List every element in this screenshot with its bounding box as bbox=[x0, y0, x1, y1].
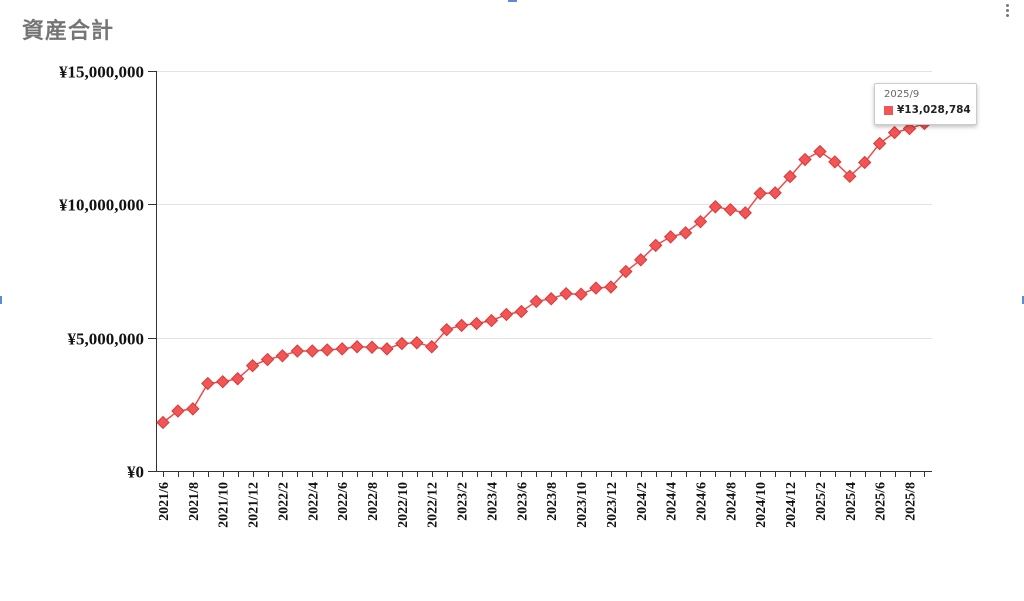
x-tick-label: 2022/4 bbox=[306, 482, 321, 521]
data-point bbox=[425, 340, 439, 354]
data-point bbox=[813, 144, 827, 159]
data-point bbox=[230, 372, 245, 386]
tooltip-value: ¥13,028,784 bbox=[897, 104, 971, 116]
data-point bbox=[469, 316, 484, 331]
frame-left-marker bbox=[0, 296, 2, 304]
data-point bbox=[305, 344, 320, 358]
x-tick-label: 2021/10 bbox=[217, 482, 232, 528]
data-point bbox=[768, 186, 782, 200]
grid-lines bbox=[148, 71, 932, 472]
data-point bbox=[290, 344, 305, 358]
tooltip-series-swatch bbox=[884, 106, 893, 115]
data-point bbox=[559, 286, 573, 301]
data-point bbox=[186, 402, 200, 416]
data-point bbox=[439, 322, 454, 337]
x-tick-label: 2022/6 bbox=[336, 482, 351, 521]
data-point bbox=[693, 214, 708, 229]
data-point bbox=[380, 342, 394, 356]
data-point bbox=[783, 169, 797, 184]
x-tick-label: 2025/2 bbox=[814, 482, 829, 521]
x-tick-label: 2021/8 bbox=[187, 482, 202, 521]
data-point bbox=[798, 152, 812, 167]
y-tick-label: ¥0 bbox=[127, 463, 144, 482]
y-tick-label: ¥5,000,000 bbox=[68, 330, 145, 349]
data-point bbox=[245, 358, 260, 373]
x-tick-label: 2023/6 bbox=[515, 482, 530, 521]
x-tick-label: 2024/10 bbox=[754, 482, 769, 528]
x-tick-label: 2021/6 bbox=[157, 482, 172, 521]
data-point bbox=[828, 155, 842, 169]
chart-title: 資産合計 bbox=[22, 19, 115, 44]
data-point bbox=[320, 343, 334, 357]
data-point bbox=[216, 374, 230, 389]
frame-right-marker bbox=[1022, 296, 1024, 304]
x-tick-label: 2025/4 bbox=[844, 482, 859, 521]
x-axis-ticks: 2021/6 2021/8 2021/10 2021/12 2022/2 2022/4 20… bbox=[157, 471, 925, 528]
data-point bbox=[395, 336, 409, 351]
x-tick-label: 2023/8 bbox=[545, 482, 560, 521]
x-tick-label: 2025/8 bbox=[904, 482, 919, 521]
data-point bbox=[544, 292, 558, 306]
y-axis-ticks: ¥0 ¥5,000,000 ¥10,000,000 ¥15,000,000 bbox=[59, 63, 144, 482]
data-point bbox=[738, 206, 752, 220]
x-tick-label: 2023/2 bbox=[456, 482, 471, 521]
data-point bbox=[156, 415, 170, 430]
data-tooltip: 2025/9 ¥13,028,784 bbox=[874, 83, 977, 125]
x-tick-label: 2024/12 bbox=[784, 482, 799, 528]
x-tick-label: 2021/12 bbox=[247, 482, 262, 528]
data-point bbox=[678, 226, 693, 240]
data-point bbox=[753, 186, 767, 201]
data-point bbox=[201, 376, 215, 391]
x-tick-label: 2022/12 bbox=[426, 482, 441, 528]
data-point bbox=[335, 342, 349, 356]
data-point bbox=[887, 125, 902, 140]
data-point bbox=[484, 313, 499, 328]
data-point bbox=[260, 352, 275, 367]
series-asset-total bbox=[156, 116, 932, 430]
data-point bbox=[350, 340, 364, 354]
data-point bbox=[663, 230, 678, 244]
data-point bbox=[589, 281, 603, 295]
x-tick-label: 2025/6 bbox=[874, 482, 889, 521]
x-tick-label: 2024/6 bbox=[694, 482, 709, 521]
x-tick-label: 2023/12 bbox=[605, 482, 620, 528]
data-point bbox=[499, 307, 514, 322]
data-point bbox=[275, 349, 290, 363]
data-point bbox=[858, 155, 872, 170]
data-point bbox=[843, 169, 857, 184]
data-point bbox=[365, 340, 379, 354]
data-point bbox=[619, 264, 633, 279]
data-point bbox=[454, 318, 469, 333]
x-tick-label: 2022/2 bbox=[276, 482, 291, 521]
x-tick-label: 2022/8 bbox=[366, 482, 381, 521]
x-tick-label: 2024/8 bbox=[724, 482, 739, 521]
axes bbox=[156, 71, 932, 472]
tooltip-label: 2025/9 bbox=[884, 89, 920, 100]
data-point bbox=[902, 121, 917, 136]
y-tick-label: ¥10,000,000 bbox=[59, 196, 144, 215]
data-point bbox=[872, 136, 887, 151]
data-point bbox=[634, 253, 648, 267]
data-point bbox=[723, 202, 738, 217]
series-line bbox=[162, 122, 925, 424]
x-tick-label: 2022/10 bbox=[396, 482, 411, 528]
data-point bbox=[604, 280, 618, 294]
data-point bbox=[648, 238, 663, 253]
y-tick-label: ¥15,000,000 bbox=[59, 63, 144, 82]
data-point bbox=[708, 200, 723, 214]
x-tick-label: 2024/4 bbox=[665, 482, 680, 521]
data-point bbox=[514, 304, 529, 319]
data-point bbox=[410, 336, 424, 350]
frame-top-marker bbox=[508, 0, 517, 2]
data-point bbox=[574, 287, 588, 301]
x-tick-label: 2024/2 bbox=[635, 482, 650, 521]
x-tick-label: 2023/10 bbox=[575, 482, 590, 528]
data-point bbox=[529, 294, 543, 309]
data-point bbox=[171, 404, 185, 418]
more-options-icon[interactable] bbox=[1004, 4, 1010, 20]
x-tick-label: 2023/4 bbox=[485, 482, 500, 521]
